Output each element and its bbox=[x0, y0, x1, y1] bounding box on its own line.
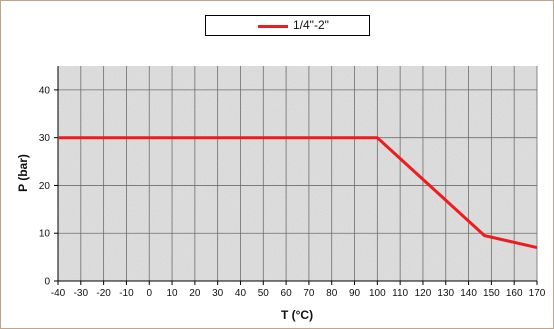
x-tick-label: 140 bbox=[460, 288, 477, 299]
y-tick-label: 40 bbox=[39, 85, 51, 96]
x-tick-label: 120 bbox=[415, 288, 432, 299]
x-tick-label: 20 bbox=[189, 288, 201, 299]
x-tick-label: 100 bbox=[369, 288, 386, 299]
x-tick-label: -10 bbox=[119, 288, 134, 299]
legend: 1/4"-2" bbox=[205, 15, 370, 36]
x-tick-label: 0 bbox=[146, 288, 152, 299]
x-tick-label: -20 bbox=[96, 288, 111, 299]
x-tick-label: -40 bbox=[51, 288, 66, 299]
y-tick-label: 20 bbox=[39, 181, 51, 192]
x-tick-label: 30 bbox=[212, 288, 224, 299]
y-tick-label: 10 bbox=[39, 229, 51, 240]
axes bbox=[54, 66, 538, 285]
x-tick-label: -30 bbox=[74, 288, 89, 299]
x-tick-label: 170 bbox=[529, 288, 546, 299]
x-tick-label: 110 bbox=[392, 288, 408, 299]
legend-swatch-series-1 bbox=[258, 25, 288, 28]
x-tick-label: 50 bbox=[258, 288, 270, 299]
x-tick-label: 40 bbox=[235, 288, 247, 299]
x-tick-label: 160 bbox=[506, 288, 523, 299]
legend-label-series-1: 1/4"-2" bbox=[293, 18, 329, 32]
x-tick-label: 90 bbox=[349, 288, 361, 299]
x-tick-label: 10 bbox=[166, 288, 178, 299]
y-axis-title: P (bar) bbox=[16, 154, 30, 192]
series-layer bbox=[58, 136, 538, 250]
x-tick-label: 80 bbox=[326, 288, 338, 299]
x-tick-label: 150 bbox=[483, 288, 500, 299]
x-tick-label: 70 bbox=[303, 288, 315, 299]
y-tick-label: 30 bbox=[39, 133, 51, 144]
series-line-1 bbox=[58, 136, 538, 250]
x-axis-title: T (°C) bbox=[281, 308, 313, 322]
grid bbox=[58, 66, 538, 281]
x-tick-label: 130 bbox=[437, 288, 454, 299]
plot-area-background bbox=[58, 66, 537, 281]
x-tick-label: 60 bbox=[281, 288, 293, 299]
tick-labels: -40 -30 -20 -10 0 10 20 30 40 50 60 70 80 90 100 110 120… bbox=[39, 85, 546, 299]
y-tick-label: 0 bbox=[44, 277, 50, 288]
